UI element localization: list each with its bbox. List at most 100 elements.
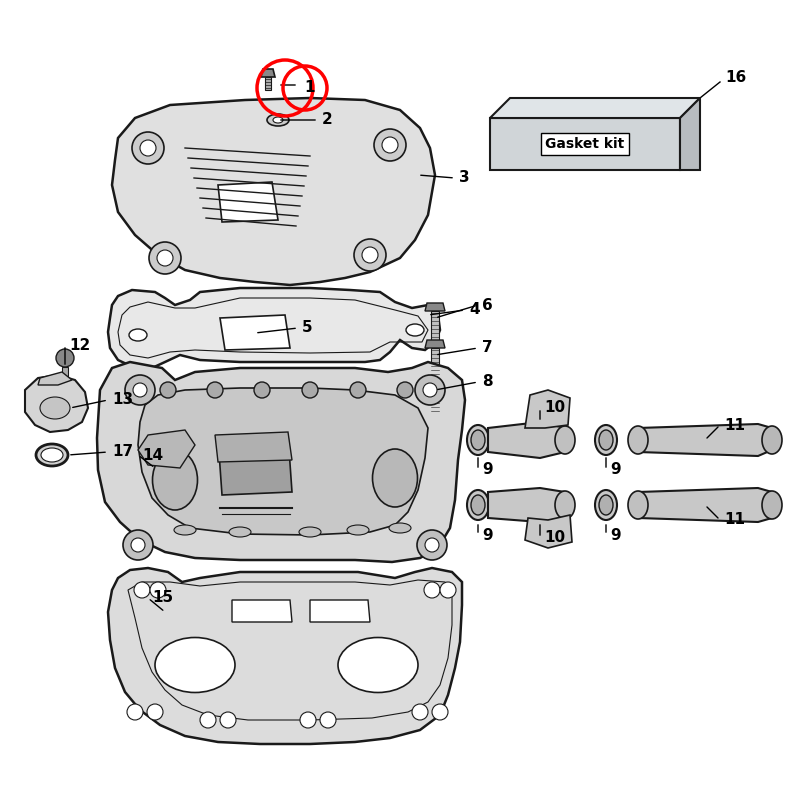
Text: 1: 1 — [305, 81, 315, 95]
Ellipse shape — [599, 495, 613, 515]
Circle shape — [432, 704, 448, 720]
Circle shape — [132, 132, 164, 164]
Ellipse shape — [595, 425, 617, 455]
Circle shape — [302, 382, 318, 398]
Ellipse shape — [347, 525, 369, 535]
Circle shape — [424, 582, 440, 598]
Text: 8: 8 — [482, 374, 493, 390]
Polygon shape — [218, 435, 292, 495]
Circle shape — [397, 382, 413, 398]
Text: 10: 10 — [544, 401, 565, 415]
Ellipse shape — [229, 527, 251, 537]
Text: Gasket kit: Gasket kit — [546, 137, 625, 151]
Ellipse shape — [599, 430, 613, 450]
Ellipse shape — [595, 490, 617, 520]
Circle shape — [200, 712, 216, 728]
Circle shape — [354, 239, 386, 271]
Polygon shape — [638, 488, 772, 522]
Circle shape — [350, 382, 366, 398]
Polygon shape — [215, 432, 292, 462]
Circle shape — [425, 538, 439, 552]
Ellipse shape — [153, 450, 198, 510]
Circle shape — [133, 383, 147, 397]
Text: 10: 10 — [544, 530, 565, 546]
Text: 6: 6 — [482, 298, 493, 313]
Ellipse shape — [36, 444, 68, 466]
Polygon shape — [310, 600, 370, 622]
Polygon shape — [525, 515, 572, 548]
Text: 11: 11 — [724, 418, 745, 433]
Polygon shape — [490, 98, 700, 118]
Polygon shape — [38, 372, 72, 385]
Polygon shape — [431, 311, 439, 343]
Polygon shape — [525, 390, 570, 428]
Circle shape — [149, 242, 181, 274]
Circle shape — [147, 704, 163, 720]
Text: 13: 13 — [112, 393, 133, 407]
Text: 9: 9 — [610, 462, 621, 478]
Polygon shape — [425, 340, 445, 348]
Text: 5: 5 — [302, 321, 313, 335]
Ellipse shape — [628, 491, 648, 519]
Text: 9: 9 — [482, 527, 493, 542]
Ellipse shape — [467, 425, 489, 455]
Polygon shape — [138, 430, 195, 468]
Ellipse shape — [555, 426, 575, 454]
Circle shape — [131, 538, 145, 552]
Circle shape — [254, 382, 270, 398]
Ellipse shape — [373, 449, 418, 507]
Text: 2: 2 — [322, 113, 333, 127]
Polygon shape — [431, 385, 439, 417]
Ellipse shape — [471, 430, 485, 450]
Polygon shape — [25, 375, 88, 432]
Ellipse shape — [555, 491, 575, 519]
Polygon shape — [488, 488, 565, 522]
Circle shape — [382, 137, 398, 153]
Ellipse shape — [762, 491, 782, 519]
Text: 11: 11 — [724, 513, 745, 527]
Circle shape — [157, 250, 173, 266]
Polygon shape — [112, 98, 435, 285]
Polygon shape — [638, 424, 772, 456]
Ellipse shape — [155, 638, 235, 693]
Polygon shape — [220, 315, 290, 350]
Circle shape — [140, 140, 156, 156]
Circle shape — [412, 704, 428, 720]
Ellipse shape — [471, 495, 485, 515]
Ellipse shape — [40, 397, 70, 419]
Text: 3: 3 — [459, 170, 470, 186]
Ellipse shape — [129, 329, 147, 341]
Polygon shape — [261, 69, 275, 77]
Polygon shape — [431, 348, 439, 380]
Circle shape — [125, 375, 155, 405]
Polygon shape — [218, 182, 278, 222]
Text: 17: 17 — [112, 445, 133, 459]
Polygon shape — [490, 118, 680, 170]
Polygon shape — [97, 362, 465, 562]
Polygon shape — [488, 422, 565, 458]
Text: 14: 14 — [142, 447, 163, 462]
Polygon shape — [108, 568, 462, 744]
Text: 12: 12 — [69, 338, 90, 353]
Polygon shape — [425, 377, 445, 385]
Ellipse shape — [267, 114, 289, 126]
Text: 9: 9 — [610, 527, 621, 542]
Circle shape — [127, 704, 143, 720]
Circle shape — [320, 712, 336, 728]
Ellipse shape — [628, 426, 648, 454]
Text: 9: 9 — [482, 462, 493, 478]
Text: 4: 4 — [469, 302, 480, 318]
Polygon shape — [680, 98, 700, 170]
Ellipse shape — [299, 527, 321, 537]
Circle shape — [150, 582, 166, 598]
Polygon shape — [232, 600, 292, 622]
Ellipse shape — [467, 490, 489, 520]
Polygon shape — [265, 77, 271, 90]
Circle shape — [440, 582, 456, 598]
Circle shape — [134, 582, 150, 598]
Circle shape — [56, 349, 74, 367]
Ellipse shape — [762, 426, 782, 454]
Circle shape — [207, 382, 223, 398]
Ellipse shape — [41, 448, 63, 462]
Polygon shape — [138, 388, 428, 535]
